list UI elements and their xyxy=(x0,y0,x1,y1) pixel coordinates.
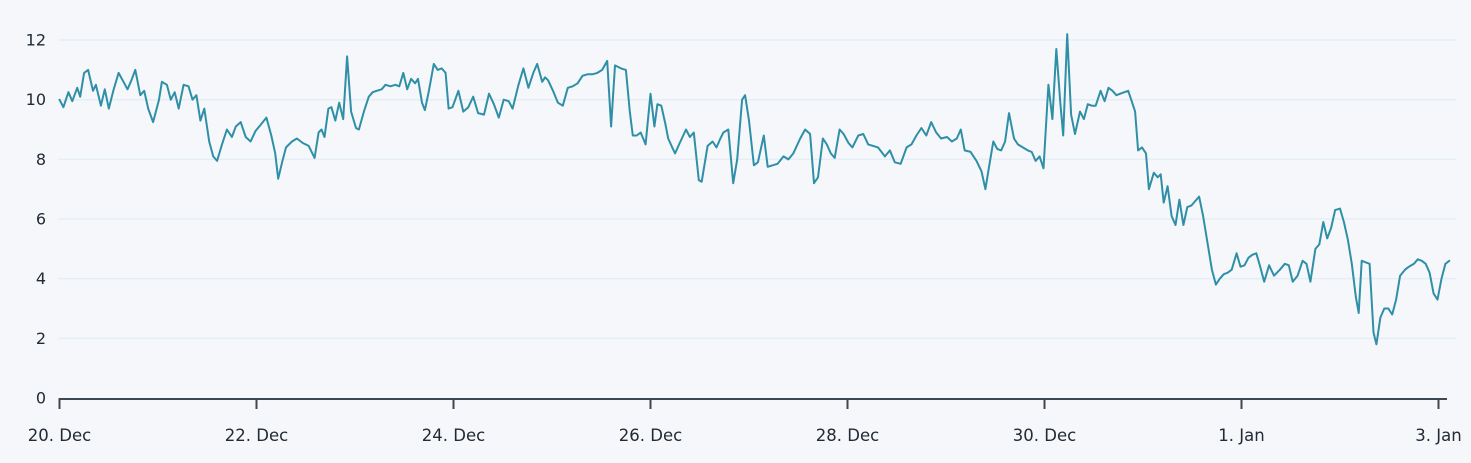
x-tick-label: 24. Dec xyxy=(422,426,485,445)
y-tick-label: 10 xyxy=(26,90,46,109)
y-tick-label: 2 xyxy=(36,329,46,348)
y-tick-label: 12 xyxy=(26,31,46,50)
x-tick-label: 3. Jan xyxy=(1415,426,1461,445)
x-tick-label: 1. Jan xyxy=(1218,426,1264,445)
y-tick-label: 6 xyxy=(36,210,46,229)
x-tick-label: 28. Dec xyxy=(816,426,879,445)
series-line xyxy=(58,33,1451,346)
x-tick-label: 30. Dec xyxy=(1013,426,1076,445)
y-tick-label: 0 xyxy=(36,389,46,408)
x-tick-label: 26. Dec xyxy=(619,426,682,445)
y-tick-label: 8 xyxy=(36,150,46,169)
y-tick-label: 4 xyxy=(36,269,46,288)
y-axis-labels-group: 0 2 4 6 8 10 12 xyxy=(26,31,46,408)
x-tick-label: 22. Dec xyxy=(225,426,288,445)
gridlines-group xyxy=(58,39,1456,340)
x-tick-label: 20. Dec xyxy=(28,426,91,445)
x-axis-group: 20. Dec 22. Dec 24. Dec 26. Dec 28. Dec 30. D… xyxy=(28,398,1462,445)
